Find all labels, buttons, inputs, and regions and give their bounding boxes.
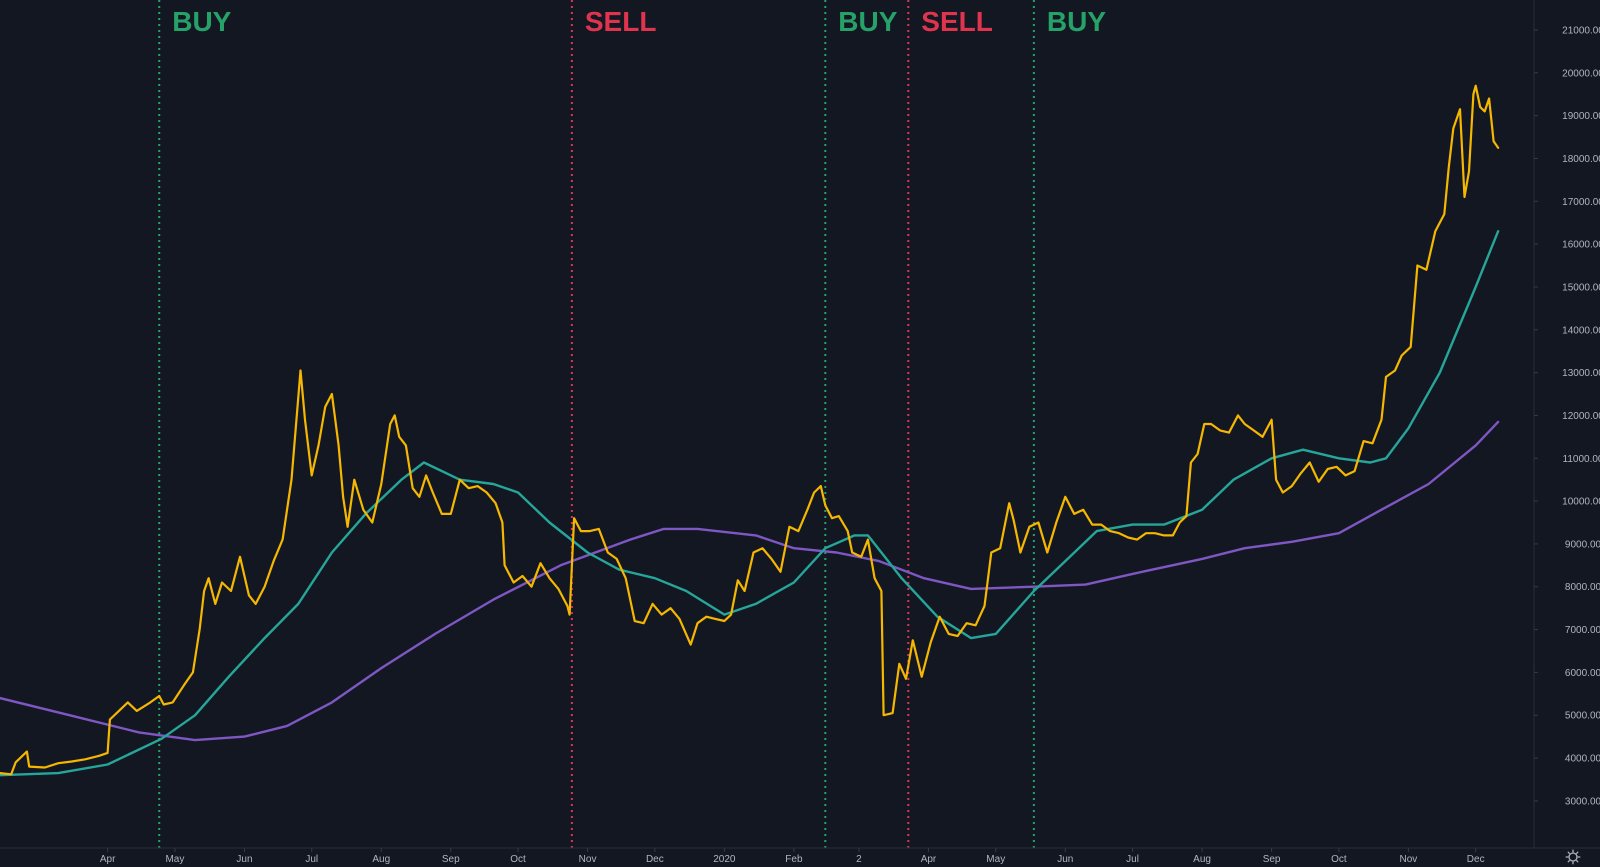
time-tick-label: Nov bbox=[579, 854, 597, 865]
price-tick-label: 16000.00 bbox=[1562, 240, 1600, 251]
gear-ring bbox=[1568, 852, 1578, 862]
signals-layer: BUY SELL BUY SELL BUY bbox=[158, 0, 1106, 848]
price-tick-label: 13000.00 bbox=[1562, 368, 1600, 379]
time-tick-label: Sep bbox=[1263, 854, 1281, 865]
price-tick-label: 20000.00 bbox=[1562, 68, 1600, 79]
time-axis[interactable]: Apr May Jun Jul Aug Sep Oct Nov Dec 2020 Feb 2 Apr Ma… bbox=[100, 848, 1485, 865]
price-tick-label: 6000.00 bbox=[1565, 668, 1600, 679]
time-tick-label: Dec bbox=[646, 854, 664, 865]
price-tick-label: 18000.00 bbox=[1562, 154, 1600, 165]
price-axis[interactable]: 3000.00 4000.00 5000.00 6000.00 7000.00 8000.… bbox=[1534, 25, 1600, 807]
time-tick-label: Oct bbox=[1331, 854, 1347, 865]
sell-signal-label: SELL bbox=[585, 6, 657, 37]
time-tick-label: Dec bbox=[1467, 854, 1485, 865]
price-tick-label: 8000.00 bbox=[1565, 582, 1600, 593]
price-tick-label: 12000.00 bbox=[1562, 411, 1600, 422]
price-tick-label: 21000.00 bbox=[1562, 25, 1600, 36]
price-tick-label: 11000.00 bbox=[1563, 454, 1600, 465]
price-tick-label: 17000.00 bbox=[1562, 197, 1600, 208]
time-tick-label: Jul bbox=[1126, 854, 1139, 865]
price-tick-label: 10000.00 bbox=[1562, 497, 1600, 508]
time-tick-label: Feb bbox=[785, 854, 803, 865]
price-tick-label: 19000.00 bbox=[1562, 111, 1600, 122]
time-tick-label: Sep bbox=[442, 854, 460, 865]
time-tick-label: Aug bbox=[372, 854, 390, 865]
gear-teeth bbox=[1565, 849, 1581, 865]
buy-signal-label: BUY bbox=[1047, 6, 1106, 37]
time-tick-label: Nov bbox=[1400, 854, 1418, 865]
series-layer bbox=[0, 84, 1500, 777]
price-tick-label: 3000.00 bbox=[1565, 796, 1600, 807]
time-tick-label: Apr bbox=[921, 854, 937, 865]
price-tick-label: 4000.00 bbox=[1565, 754, 1600, 765]
time-tick-label: 2 bbox=[856, 854, 862, 865]
time-tick-label: Jun bbox=[236, 854, 252, 865]
buy-signal-label: BUY bbox=[172, 6, 231, 37]
slow-moving-average-line[interactable] bbox=[0, 420, 1500, 742]
time-tick-label: Jun bbox=[1057, 854, 1073, 865]
time-tick-label: Jul bbox=[305, 854, 318, 865]
price-tick-label: 7000.00 bbox=[1565, 625, 1600, 636]
time-tick-label: Oct bbox=[510, 854, 526, 865]
settings-gear-icon[interactable] bbox=[1565, 849, 1581, 865]
price-tick-label: 5000.00 bbox=[1565, 711, 1600, 722]
time-tick-label: May bbox=[165, 854, 184, 865]
time-tick-label: May bbox=[986, 854, 1005, 865]
price-tick-label: 15000.00 bbox=[1562, 282, 1600, 293]
sell-signal-label: SELL bbox=[921, 6, 993, 37]
price-tick-label: 14000.00 bbox=[1562, 325, 1600, 336]
time-tick-label: 2020 bbox=[713, 854, 736, 865]
price-tick-label: 9000.00 bbox=[1565, 539, 1600, 550]
time-tick-label: Aug bbox=[1193, 854, 1211, 865]
fast-moving-average-line[interactable] bbox=[0, 230, 1500, 777]
time-tick-label: Apr bbox=[100, 854, 116, 865]
buy-signal-label: BUY bbox=[838, 6, 897, 37]
price-line[interactable] bbox=[0, 84, 1500, 776]
